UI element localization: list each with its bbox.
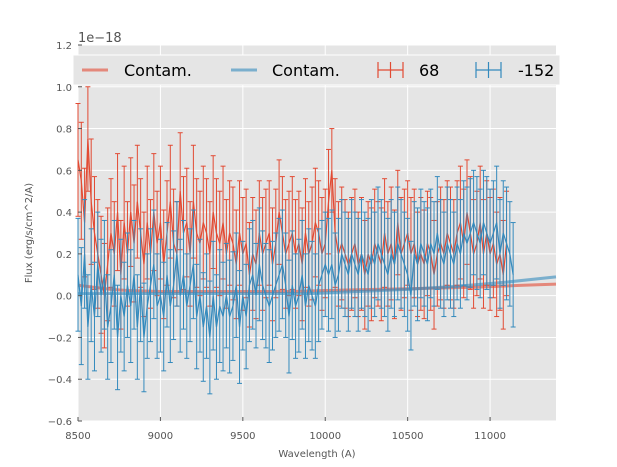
legend-label-152: -152 [518, 61, 554, 80]
legend-item-contam-red: Contam. [82, 61, 192, 80]
legend: Contam. Contam. 68 -152 [72, 54, 561, 86]
legend-item-68: 68 [377, 61, 439, 80]
series-3 [75, 165, 516, 395]
y-tick-label: 0.6 [56, 166, 72, 177]
y-tick-label: −0.2 [48, 333, 72, 344]
plot-area [78, 45, 556, 421]
axes-layer: 8500 9000 9500 10000 10500 11000 −0.6 −0.4 −0.2 0… [48, 41, 506, 442]
legend-label-68: 68 [419, 61, 439, 80]
x-tick-label: 10000 [309, 431, 341, 442]
y-tick-label: 0.0 [56, 292, 72, 303]
x-tick-label: 9000 [148, 431, 173, 442]
legend-item-152: -152 [475, 61, 554, 80]
legend-label-contam-blue: Contam. [272, 61, 340, 80]
legend-label-contam-red: Contam. [124, 61, 192, 80]
x-tick-label: 9500 [230, 431, 255, 442]
legend-item-contam-blue: Contam. [231, 61, 340, 80]
x-tick-label: 8500 [65, 431, 90, 442]
y-tick-label: 0.8 [56, 125, 72, 136]
y-axis-label: Flux (erg/s/cm^2/A) [24, 183, 35, 283]
series-line-3 [77, 220, 514, 338]
y-tick-label: −0.6 [48, 417, 72, 428]
contam-line-0 [77, 282, 557, 293]
y-tick-label: 0.2 [56, 250, 72, 261]
y-tick-label: 1.0 [56, 83, 72, 94]
y-tick-label: −0.4 [48, 375, 72, 386]
series-layer [75, 86, 557, 395]
legend-swatch-68 [377, 62, 404, 78]
legend-swatch-152 [475, 62, 502, 78]
y-tick-label: 1.2 [56, 41, 72, 52]
y-offset-label: 1e−18 [78, 31, 122, 46]
x-tick-label: 10500 [392, 431, 424, 442]
x-axis-label: Wavelength (A) [278, 449, 355, 460]
y-tick-label: 0.4 [56, 208, 72, 219]
x-tick-label: 11000 [474, 431, 506, 442]
